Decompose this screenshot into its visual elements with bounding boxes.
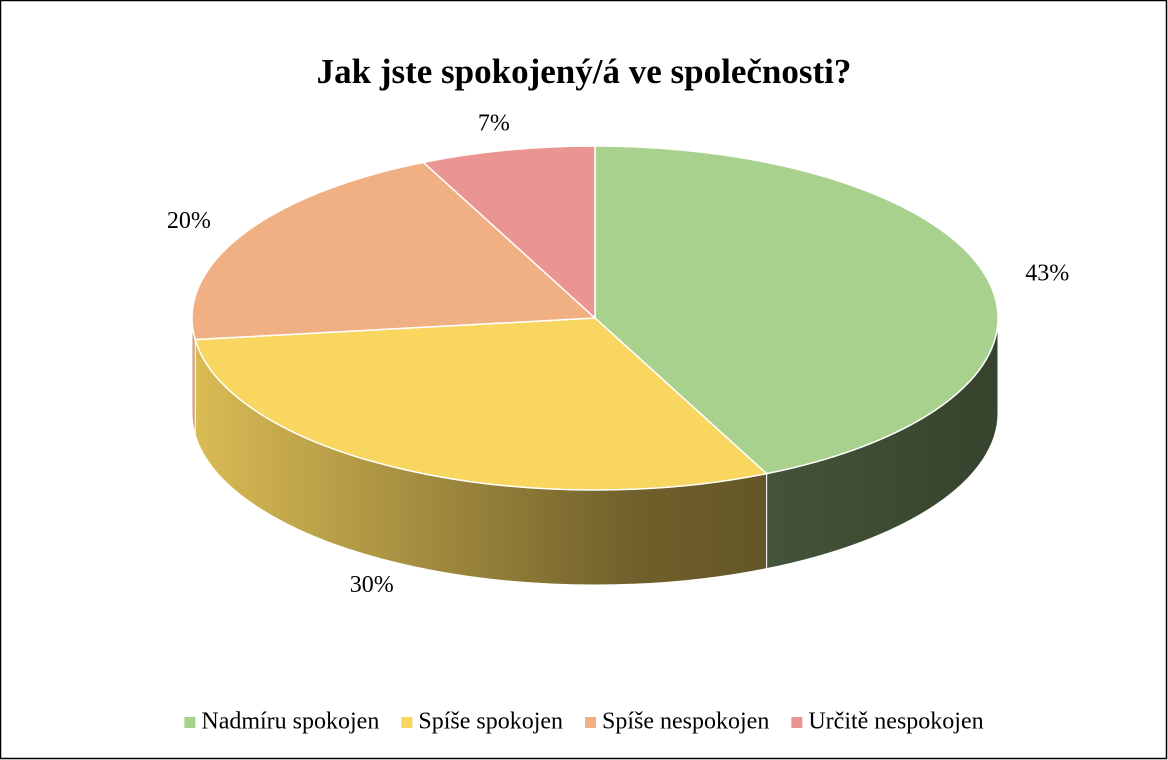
slice [421,145,596,320]
data-label: 7% [478,110,510,136]
legend-swatch [184,717,196,728]
legend-swatch [791,717,803,728]
slice [594,145,999,475]
legend-swatch [585,717,597,728]
legend-label: Určitě nespokojen [808,709,983,735]
slice [194,317,769,491]
slice [191,161,597,341]
data-label: 43% [1025,260,1069,286]
data-label: 30% [350,572,394,598]
data-label: 20% [167,208,211,234]
legend-label: Spíše spokojen [418,709,563,735]
legend-swatch [401,717,413,728]
legend-label: Nadmíru spokojen [201,709,379,735]
legend-label: Spíše nespokojen [602,709,769,735]
chart-title: Jak jste spokojený/á ve společnosti? [317,52,852,91]
